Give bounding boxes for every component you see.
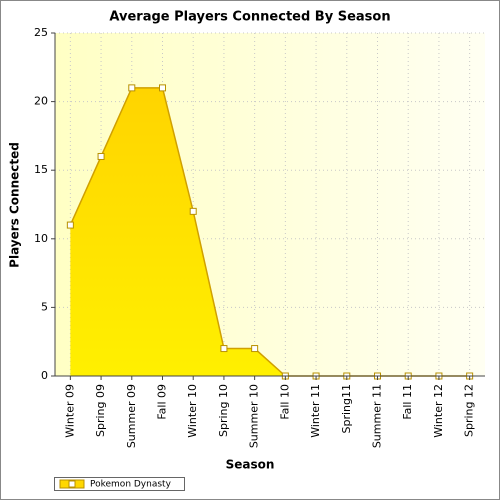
marker: [189, 207, 197, 215]
x-tick-label: Fall 09: [156, 384, 169, 420]
marker: [128, 84, 136, 92]
x-tick-label: Winter 09: [63, 384, 76, 438]
x-tick-label: Spring 10: [217, 384, 230, 437]
y-tick-label: 10: [34, 232, 48, 245]
x-tick-label: Winter 11: [309, 384, 322, 438]
legend-label: Pokemon Dynasty: [90, 480, 172, 490]
y-tick-label: 5: [41, 300, 48, 313]
chart-title: Average Players Connected By Season: [109, 10, 390, 25]
y-tick-label: 25: [34, 26, 48, 39]
y-tick-label: 20: [34, 95, 48, 108]
marker: [159, 84, 166, 92]
marker: [251, 345, 259, 353]
legend-marker: [68, 480, 76, 488]
marker: [97, 152, 105, 160]
x-tick-label: Winter 10: [186, 384, 199, 438]
x-tick-label: Summer 11: [371, 384, 384, 448]
x-tick-label: Spring 09: [94, 384, 107, 437]
x-tick-label: Winter 12: [432, 384, 445, 438]
area: [70, 87, 470, 376]
x-tick-label: Summer 09: [125, 384, 138, 448]
x-tick-label: Spring11: [340, 384, 353, 434]
x-tick-label: Fall 11: [401, 384, 414, 420]
y-axis-title: Players Connected: [8, 142, 22, 268]
x-tick-label: Summer 10: [248, 384, 261, 448]
legend-box: [54, 477, 185, 491]
y-tick-label: 15: [34, 163, 48, 176]
x-tick-label: Fall 10: [278, 384, 291, 420]
marker: [220, 345, 228, 353]
y-tick-label: 0: [41, 369, 48, 382]
x-tick-label: Spring 12: [463, 384, 476, 437]
marker: [66, 221, 74, 229]
x-axis-title: Season: [226, 458, 275, 472]
